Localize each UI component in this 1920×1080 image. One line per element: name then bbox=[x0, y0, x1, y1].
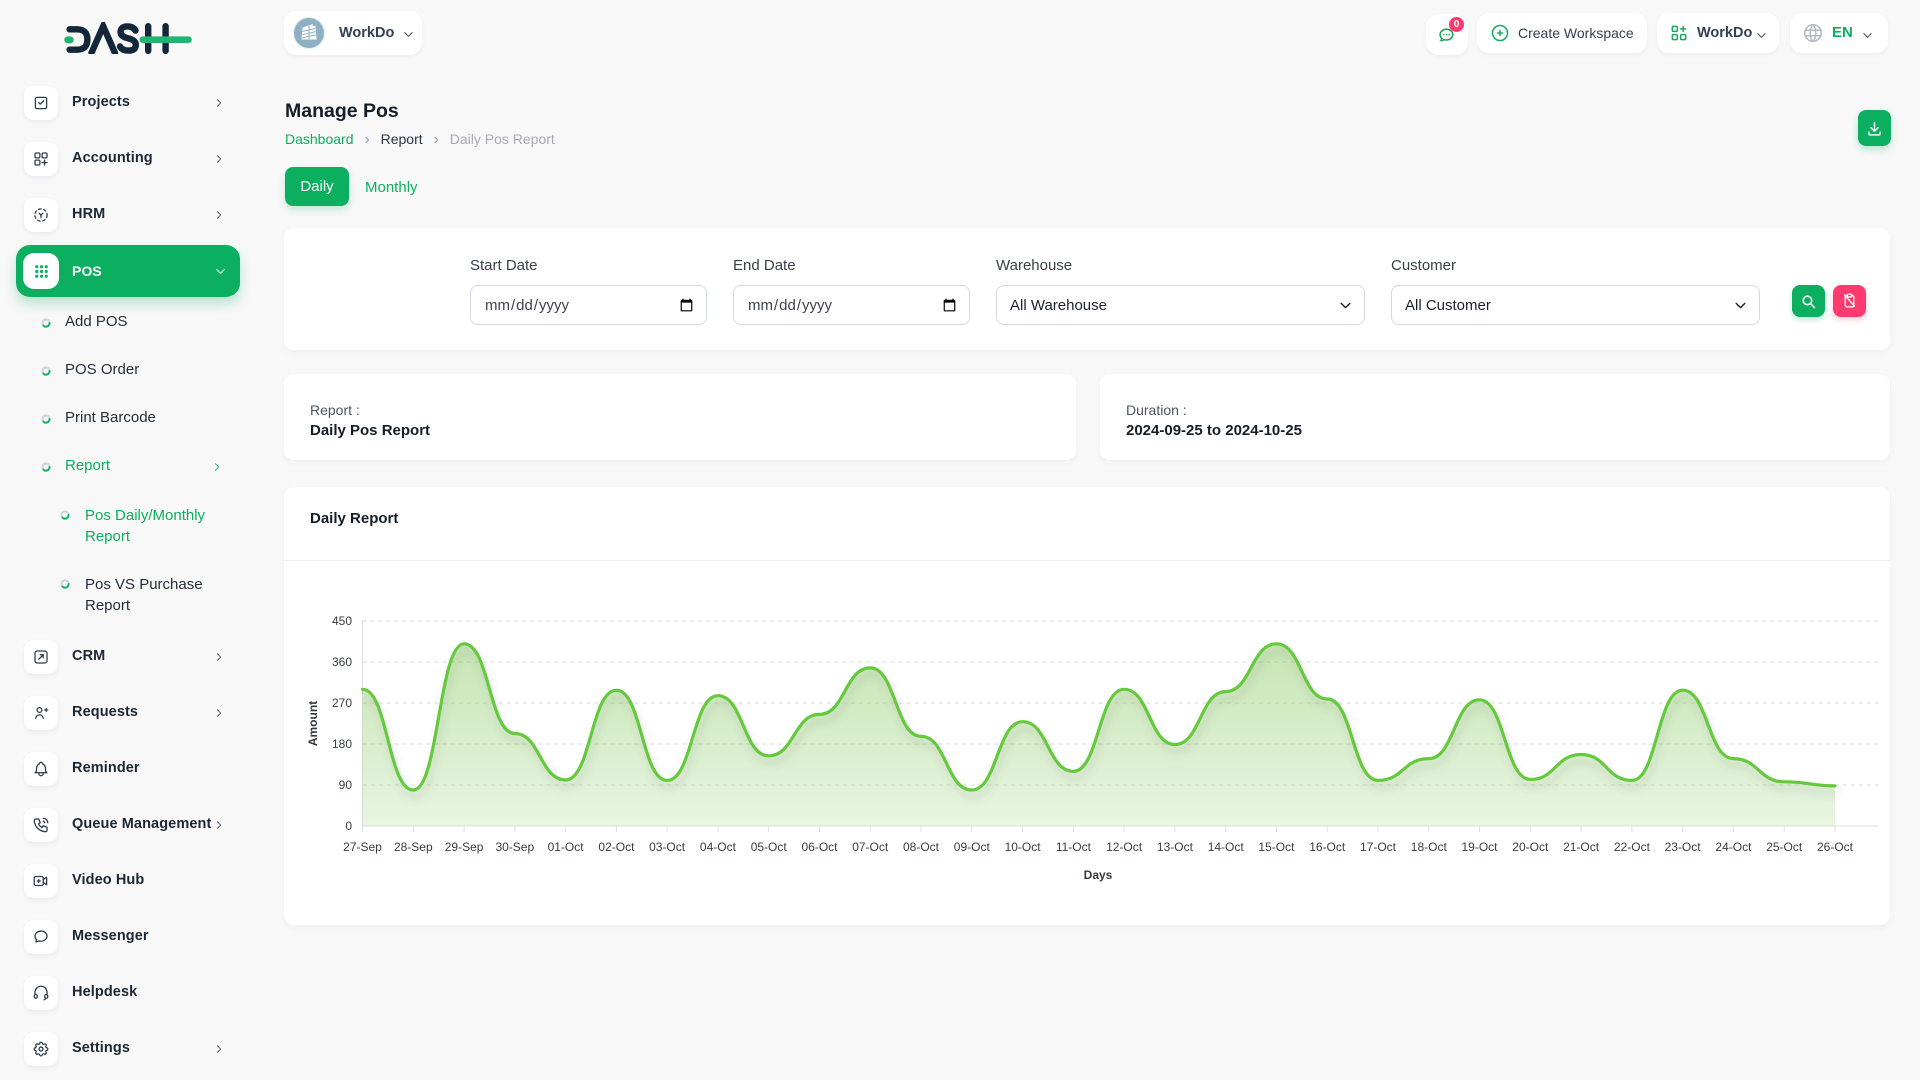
svg-text:29-Sep: 29-Sep bbox=[445, 840, 484, 854]
svg-text:07-Oct: 07-Oct bbox=[852, 840, 889, 854]
svg-text:Days: Days bbox=[1084, 868, 1113, 882]
svg-text:28-Sep: 28-Sep bbox=[394, 840, 433, 854]
svg-text:04-Oct: 04-Oct bbox=[700, 840, 737, 854]
svg-text:16-Oct: 16-Oct bbox=[1309, 840, 1346, 854]
svg-text:90: 90 bbox=[339, 778, 353, 792]
svg-text:08-Oct: 08-Oct bbox=[903, 840, 940, 854]
svg-text:24-Oct: 24-Oct bbox=[1715, 840, 1752, 854]
svg-text:30-Sep: 30-Sep bbox=[495, 840, 534, 854]
svg-text:27-Sep: 27-Sep bbox=[343, 840, 382, 854]
svg-text:Amount: Amount bbox=[306, 701, 320, 746]
svg-text:20-Oct: 20-Oct bbox=[1512, 840, 1549, 854]
svg-text:05-Oct: 05-Oct bbox=[751, 840, 788, 854]
svg-text:10-Oct: 10-Oct bbox=[1005, 840, 1042, 854]
svg-text:450: 450 bbox=[332, 614, 352, 628]
svg-text:21-Oct: 21-Oct bbox=[1563, 840, 1600, 854]
svg-text:23-Oct: 23-Oct bbox=[1665, 840, 1702, 854]
svg-text:19-Oct: 19-Oct bbox=[1461, 840, 1498, 854]
svg-text:0: 0 bbox=[345, 819, 352, 833]
svg-text:02-Oct: 02-Oct bbox=[598, 840, 635, 854]
svg-text:06-Oct: 06-Oct bbox=[801, 840, 838, 854]
svg-text:01-Oct: 01-Oct bbox=[548, 840, 585, 854]
svg-text:13-Oct: 13-Oct bbox=[1157, 840, 1194, 854]
svg-text:18-Oct: 18-Oct bbox=[1411, 840, 1448, 854]
svg-text:25-Oct: 25-Oct bbox=[1766, 840, 1803, 854]
svg-text:26-Oct: 26-Oct bbox=[1817, 840, 1854, 854]
svg-text:17-Oct: 17-Oct bbox=[1360, 840, 1397, 854]
svg-text:180: 180 bbox=[332, 737, 352, 751]
svg-text:360: 360 bbox=[332, 655, 352, 669]
svg-text:11-Oct: 11-Oct bbox=[1056, 840, 1092, 854]
svg-text:03-Oct: 03-Oct bbox=[649, 840, 686, 854]
svg-text:09-Oct: 09-Oct bbox=[954, 840, 991, 854]
svg-text:12-Oct: 12-Oct bbox=[1106, 840, 1143, 854]
svg-text:22-Oct: 22-Oct bbox=[1614, 840, 1651, 854]
svg-text:270: 270 bbox=[332, 696, 352, 710]
svg-text:14-Oct: 14-Oct bbox=[1208, 840, 1245, 854]
svg-text:15-Oct: 15-Oct bbox=[1258, 840, 1295, 854]
